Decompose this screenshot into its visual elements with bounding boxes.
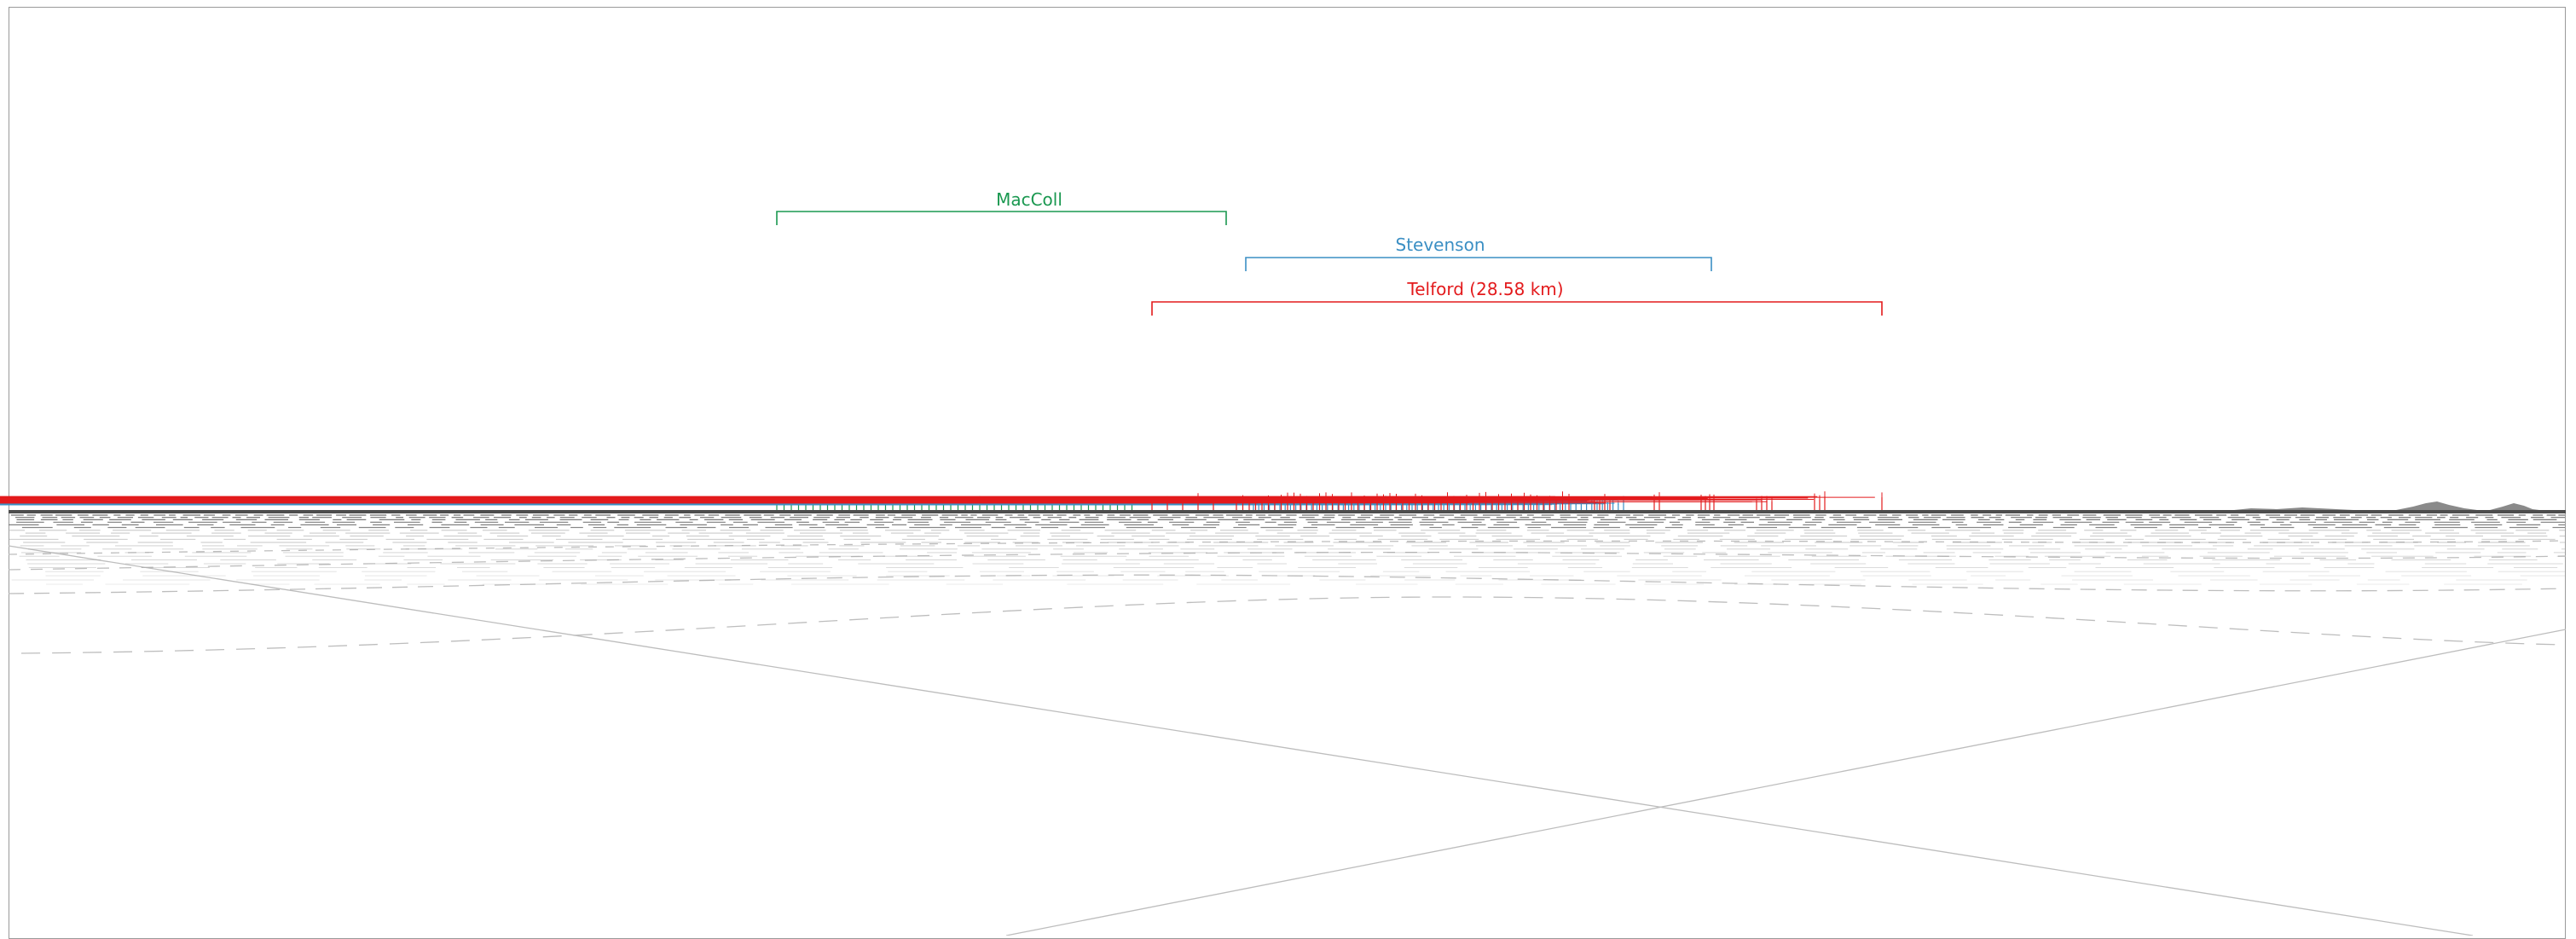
island-profile	[2490, 503, 2539, 510]
sea-horizon-line	[9, 510, 2566, 513]
perspective-line	[8, 551, 2567, 571]
telford-turbine	[0, 492, 1883, 510]
land-profile	[2234, 507, 2353, 510]
headland-profile	[2396, 501, 2477, 510]
turbines	[0, 491, 1883, 510]
horizon-band	[9, 501, 2566, 585]
stevenson-bracket-line	[1245, 257, 1712, 271]
telford-turbine	[0, 495, 1821, 510]
telford-turbine	[0, 491, 1826, 510]
stevenson-bracket: Stevenson	[1245, 235, 1712, 271]
perspective-line	[8, 545, 2474, 936]
maccoll-label: MacColl	[996, 189, 1062, 210]
sea-texture	[9, 514, 2565, 585]
maccoll-bracket-line	[776, 211, 1227, 225]
perspective-line	[1005, 629, 2567, 936]
perspective-line	[20, 596, 2567, 654]
stevenson-label: Stevenson	[1396, 235, 1485, 255]
telford-bracket-line	[1151, 301, 1883, 316]
telford-label: Telford (28.58 km)	[1406, 279, 1563, 299]
telford-bracket: Telford (28.58 km)	[1151, 279, 1883, 316]
distant-land	[2234, 501, 2539, 510]
telford-turbine	[0, 500, 1611, 510]
perspective-grid	[8, 540, 2567, 936]
perspective-line	[8, 574, 2567, 594]
maccoll-bracket: MacColl	[776, 189, 1227, 225]
